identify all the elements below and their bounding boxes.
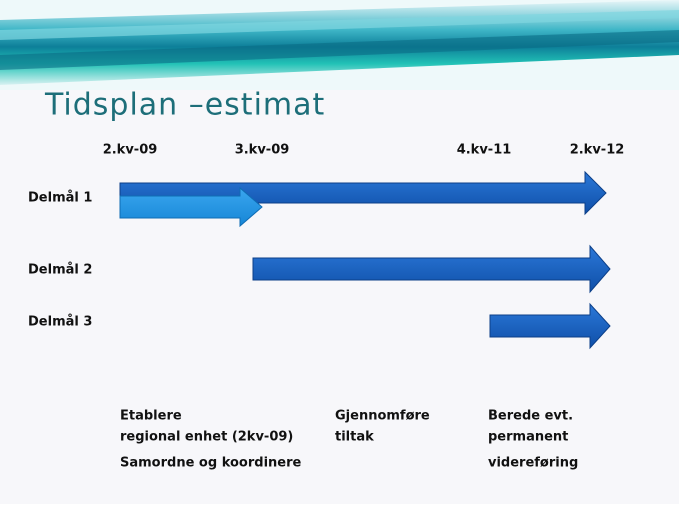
row-label: Delmål 3 xyxy=(28,315,92,330)
note: regional enhet (2kv-09) xyxy=(120,430,293,445)
timeline-label: 2.kv-12 xyxy=(570,143,625,158)
note: Gjennomføre xyxy=(335,409,430,424)
note: permanent xyxy=(488,430,568,445)
title: Tidsplan –estimat xyxy=(44,88,325,123)
page: Tidsplan –estimat 2.kv-09 3.kv-09 4.kv-1… xyxy=(0,0,679,504)
row-label: Delmål 1 xyxy=(28,191,92,206)
note: Etablere xyxy=(120,409,182,424)
timeline-label: 2.kv-09 xyxy=(103,143,158,158)
row-label: Delmål 2 xyxy=(28,263,92,278)
note: Berede evt. xyxy=(488,409,573,424)
slide: Tidsplan –estimat 2.kv-09 3.kv-09 4.kv-1… xyxy=(0,0,679,504)
note: tiltak xyxy=(335,430,374,445)
note: Samordne og koordinere xyxy=(120,456,302,471)
timeline-label: 4.kv-11 xyxy=(457,143,512,158)
header-banner xyxy=(0,0,679,90)
note: videreføring xyxy=(488,456,578,471)
timeline-label: 3.kv-09 xyxy=(235,143,290,158)
